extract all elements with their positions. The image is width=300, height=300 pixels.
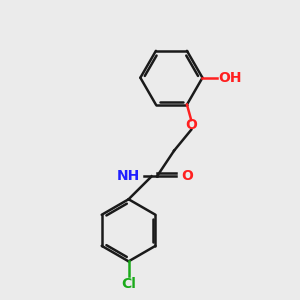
- Text: O: O: [181, 169, 193, 183]
- Text: O: O: [185, 118, 197, 132]
- Text: OH: OH: [218, 71, 242, 85]
- Text: NH: NH: [117, 169, 140, 183]
- Text: Cl: Cl: [121, 278, 136, 291]
